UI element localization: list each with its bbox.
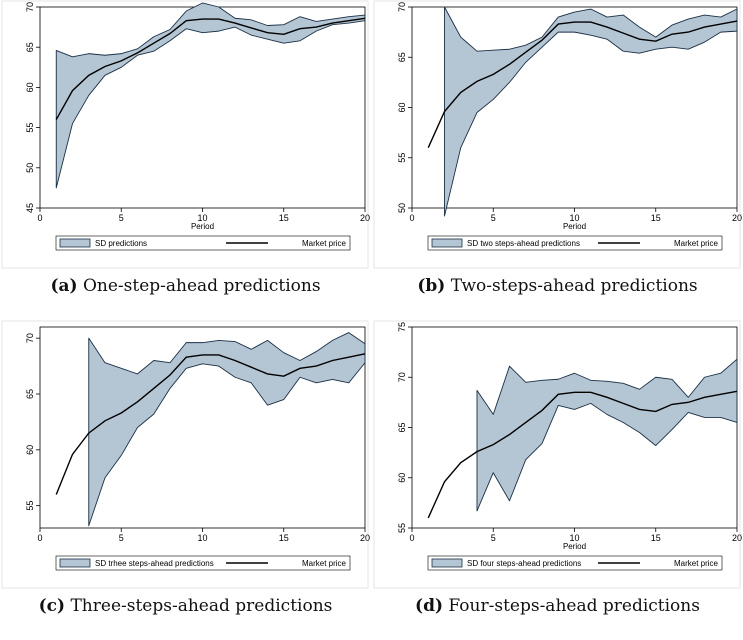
caption-b-tag: (b) [417,276,446,296]
caption-b-text: Two-steps-ahead predictions [450,276,698,296]
y-tick-label: 50 [25,163,35,173]
caption-d-tag: (d) [415,596,444,616]
x-tick-label: 10 [569,533,579,543]
x-tick-label: 10 [197,213,207,223]
market-price-line [427,20,738,148]
x-tick-label: 20 [360,213,370,223]
legend-box [55,555,351,571]
caption-c-text: Three-steps-ahead predictions [70,596,333,616]
legend-band-label: SD four steps-ahead predictions [467,559,581,568]
x-tick-label: 20 [360,533,370,543]
caption-a-text: One-step-ahead predictions [82,276,321,296]
y-tick-label: 65 [25,42,35,52]
market-price-line [427,390,738,519]
x-axis-label: Period [191,222,214,231]
legend-line-label: Market price [302,559,347,568]
legend-box [427,235,723,251]
x-axis-label: Period [563,542,586,551]
x-tick-label: 5 [491,213,496,223]
x-tick-label: 10 [569,213,579,223]
prediction-band [476,358,738,512]
chart-panel-c: 55 60 65 70 0 5 10 15 20 SD trhee steps-ahead pre… [0,320,371,640]
legend-line-label: Market price [302,239,347,248]
legend: SD four steps-ahead predictions Market pr… [427,555,723,571]
y-tick-label: 60 [397,102,407,112]
figure-frame [1,320,369,589]
y-tick-label: 50 [397,203,407,213]
x-tick-label: 5 [491,533,496,543]
legend-line-label: Market price [674,559,719,568]
x-tick-label: 15 [279,533,289,543]
y-tick-label: 55 [397,523,407,533]
x-axis-label: Period [563,222,586,231]
y-tick-label: 60 [397,473,407,483]
caption-d-text: Four-steps-ahead predictions [448,596,700,616]
market-price-line [55,353,366,495]
caption-c: (c) Three-steps-ahead predictions [0,596,371,616]
legend-line-label: Market price [674,239,719,248]
chart-panel-a: 45 50 55 60 65 70 0 5 10 15 20 Period SD predictions… [0,0,371,320]
legend: SD trhee steps-ahead predictions Market p… [55,555,351,571]
x-tick-label: 15 [279,213,289,223]
market-price-line [55,17,366,120]
x-tick-label: 5 [119,533,124,543]
figure-frame [1,0,369,269]
figure-frame [373,0,741,269]
x-tick-label: 5 [119,213,124,223]
chart-panel-b: 50 55 60 65 70 0 5 10 15 20 Period SD two steps-ahe… [372,0,743,320]
chart-c: 55 60 65 70 0 5 10 15 20 SD trhee steps-ahead pre… [1,320,370,589]
y-tick-label: 75 [397,322,407,332]
legend-band-swatch [59,558,91,568]
x-tick-label: 20 [732,533,742,543]
y-tick-label: 55 [25,123,35,133]
x-tick-label: 0 [37,213,42,223]
caption-d: (d) Four-steps-ahead predictions [372,596,743,616]
legend-band-swatch [431,238,463,248]
legend-band-label: SD predictions [95,239,147,248]
x-tick-label: 0 [409,533,414,543]
legend-band-label: SD trhee steps-ahead predictions [95,559,214,568]
caption-a-tag: (a) [50,276,78,296]
x-tick-label: 0 [409,213,414,223]
figure-frame [373,320,741,589]
prediction-band [88,332,366,527]
y-tick-label: 65 [397,52,407,62]
legend-band-swatch [431,558,463,568]
y-tick-label: 70 [397,2,407,12]
caption-b: (b) Two-steps-ahead predictions [372,276,743,296]
y-tick-label: 65 [25,389,35,399]
caption-c-tag: (c) [38,596,66,616]
prediction-band [55,2,366,189]
y-tick-label: 65 [397,422,407,432]
prediction-band [444,6,738,217]
x-tick-label: 20 [732,213,742,223]
plot-frame [39,6,366,209]
y-tick-label: 60 [25,82,35,92]
x-tick-label: 10 [197,533,207,543]
legend: SD predictions Market price [55,235,351,251]
caption-a: (a) One-step-ahead predictions [0,276,371,296]
chart-panel-d: 55 60 65 70 75 0 5 10 15 20 Period SD four steps-ah… [372,320,743,640]
chart-b: 50 55 60 65 70 0 5 10 15 20 Period SD two steps-ahe… [373,0,742,269]
x-tick-label: 0 [37,533,42,543]
y-tick-label: 55 [25,501,35,511]
legend-box [427,555,723,571]
y-tick-label: 70 [25,333,35,343]
plot-frame [411,326,738,529]
y-tick-label: 70 [397,372,407,382]
chart-d: 55 60 65 70 75 0 5 10 15 20 Period SD four steps-ah… [373,320,742,589]
chart-a: 45 50 55 60 65 70 0 5 10 15 20 Period SD predictions… [1,0,370,269]
y-tick-label: 45 [25,203,35,213]
y-tick-label: 60 [25,445,35,455]
legend: SD two steps-ahead predictions Market pri… [427,235,723,251]
y-tick-label: 55 [397,153,407,163]
y-tick-label: 70 [25,2,35,12]
legend-band-swatch [59,238,91,248]
x-tick-label: 15 [651,213,661,223]
x-tick-label: 15 [651,533,661,543]
legend-band-label: SD two steps-ahead predictions [467,239,580,248]
legend-box [55,235,351,251]
